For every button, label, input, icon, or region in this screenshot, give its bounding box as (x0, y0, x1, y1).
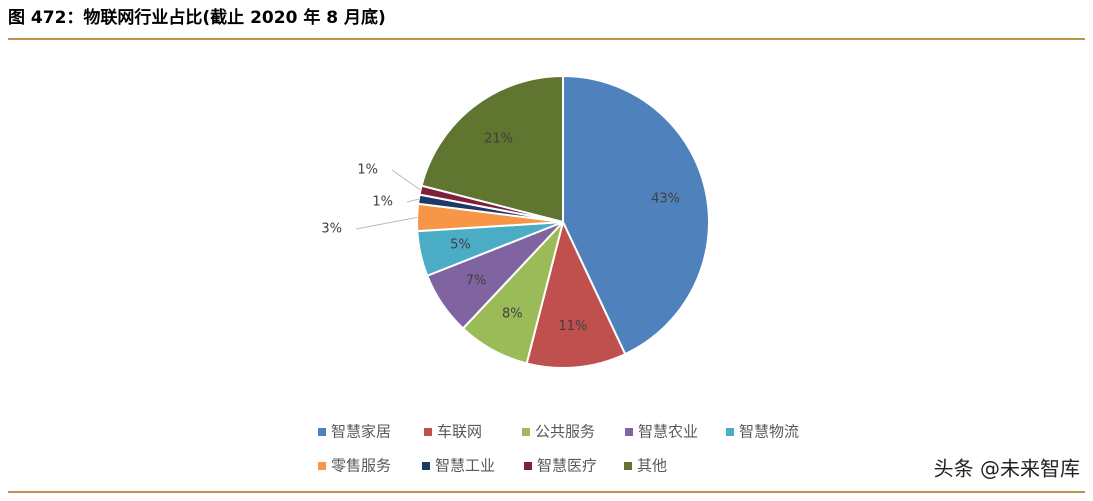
legend-label: 车联网 (437, 423, 482, 441)
pie-slice (420, 74, 564, 224)
value-label: 8% (502, 307, 523, 322)
value-label: 7% (466, 274, 487, 289)
value-label: 1% (372, 195, 393, 210)
leader-line (355, 216, 418, 230)
legend-label: 智慧医疗 (537, 457, 597, 475)
value-label: 5% (450, 237, 471, 252)
value-label: 1% (357, 163, 378, 178)
leader-line (391, 169, 421, 191)
legend-swatch (422, 462, 430, 470)
value-label: 43% (651, 192, 680, 207)
legend-label: 智慧农业 (638, 423, 698, 441)
value-label: 11% (558, 319, 587, 334)
value-label: 21% (484, 131, 513, 146)
chart-title: 图 472：物联网行业占比(截止 2020 年 8 月底) (8, 7, 386, 28)
legend-label: 智慧物流 (739, 423, 799, 441)
legend-swatch (424, 428, 432, 436)
legend-swatch (522, 428, 530, 436)
legend-swatch (318, 428, 326, 436)
legend-label: 智慧工业 (435, 457, 495, 475)
pie-slice (562, 74, 710, 356)
legend-label: 其他 (637, 457, 667, 475)
legend-label: 零售服务 (331, 457, 391, 475)
legend-label: 公共服务 (535, 423, 595, 441)
legend-swatch (524, 462, 532, 470)
legend-swatch (318, 462, 326, 470)
pie-slice (525, 219, 627, 369)
legend-label: 智慧家居 (331, 423, 391, 441)
leader-line (406, 198, 419, 203)
value-label: 3% (321, 222, 342, 237)
legend-swatch (625, 428, 633, 436)
legend-swatch (726, 428, 734, 436)
watermark: 头条 @未来智库 (934, 457, 1080, 481)
legend-swatch (624, 462, 632, 470)
